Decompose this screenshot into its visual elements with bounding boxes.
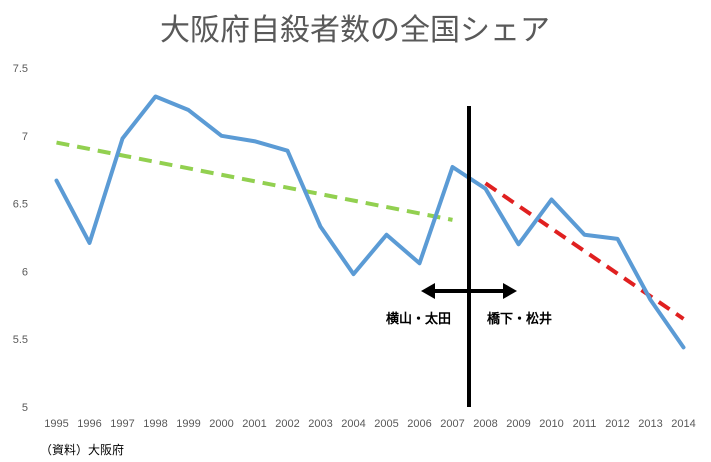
arrow-left-head: [421, 283, 435, 299]
x-tick-label: 1997: [110, 418, 134, 430]
x-axis-ticks: 1995 1996 1997 1998 1999 2000 2001 2002 2003 2004…: [44, 418, 695, 430]
arrow-right-head: [503, 283, 517, 299]
trendlines: [56, 140, 685, 321]
x-tick-label: 2014: [671, 418, 695, 430]
x-tick-label: 2009: [506, 418, 530, 430]
x-tick-label: 2001: [242, 418, 266, 430]
x-tick-label: 1995: [44, 418, 68, 430]
period-label-right: 橋下・松井: [487, 311, 552, 327]
x-tick-label: 2002: [275, 418, 299, 430]
x-tick-label: 2003: [308, 418, 332, 430]
y-tick-label: 6: [22, 266, 28, 278]
x-tick-label: 2010: [539, 418, 563, 430]
y-tick-label: 5.5: [13, 334, 28, 346]
y-axis-ticks: 5 5.5 6 6.5 7 7.5: [13, 63, 28, 414]
chart-title: 大阪府自殺者数の全国シェア: [160, 13, 550, 48]
x-tick-label: 1999: [176, 418, 200, 430]
y-tick-label: 7.5: [13, 63, 28, 75]
period-annotations: 横山・太田 橋下・松井: [386, 283, 552, 327]
x-tick-label: 1996: [77, 418, 101, 430]
y-tick-label: 7: [22, 131, 28, 143]
period-label-left: 横山・太田: [386, 311, 451, 327]
trendline-1: [56, 140, 453, 222]
x-tick-label: 2007: [440, 418, 464, 430]
x-tick-label: 2000: [209, 418, 233, 430]
trendline-2: [484, 181, 685, 321]
y-tick-label: 5: [22, 402, 28, 414]
x-tick-label: 2005: [374, 418, 398, 430]
x-tick-label: 1998: [143, 418, 167, 430]
x-tick-label: 2011: [573, 418, 597, 430]
x-tick-label: 2013: [638, 418, 662, 430]
y-tick-label: 6.5: [13, 199, 28, 211]
source-note: （資料）大阪府: [40, 442, 124, 457]
series-lines: [54, 94, 686, 350]
x-tick-label: 2004: [341, 418, 365, 430]
x-tick-label: 2012: [605, 418, 629, 430]
series-line: [54, 94, 686, 350]
x-tick-label: 2006: [407, 418, 431, 430]
x-tick-label: 2008: [473, 418, 497, 430]
